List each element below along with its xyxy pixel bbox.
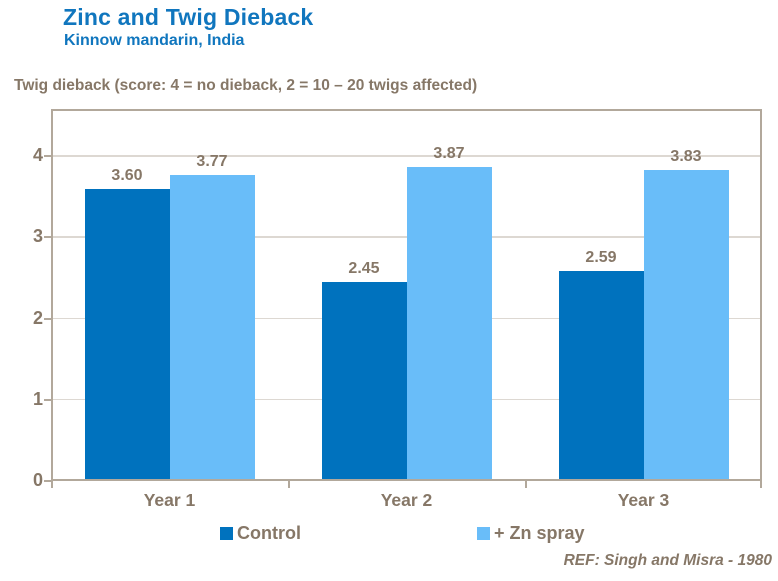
y-tick-mark-2 (44, 317, 51, 320)
reference-note: REF: Singh and Misra - 1980 (563, 552, 772, 569)
x-tick-mark-3 (760, 481, 762, 488)
legend-label-zn-spray: + Zn spray (494, 523, 585, 543)
plot-area: 0 1 2 3 4 3.60 3.77 Year 1 2.45 3.87 Year 2 2.59 3.8… (33, 109, 762, 510)
bar-zn-spray-year-3 (643, 169, 729, 479)
bar-value-control-year-1: 3.60 (111, 166, 143, 184)
bar-control-year-3 (558, 270, 644, 479)
bar-value-zn-spray-year-3: 3.83 (670, 147, 702, 165)
bar-control-year-2 (321, 281, 407, 479)
y-tick-label-0: 0 (32, 470, 43, 490)
bar-zn-spray-year-1 (169, 174, 255, 479)
legend-label-control: Control (237, 523, 301, 543)
chart-subtitle: Kinnow mandarin, India (64, 32, 245, 49)
legend-item-control: Control (220, 523, 301, 544)
x-axis-label-year-2: Year 2 (380, 490, 433, 510)
y-tick-mark-1 (44, 398, 51, 401)
y-tick-label-4: 4 (32, 145, 43, 165)
y-axis-title: Twig dieback (score: 4 = no dieback, 2 =… (14, 77, 478, 94)
bar-value-control-year-3: 2.59 (585, 248, 617, 266)
y-tick-label-1: 1 (32, 388, 43, 409)
x-tick-mark-0 (51, 481, 53, 488)
bar-value-zn-spray-year-1: 3.77 (196, 152, 228, 170)
bar-zn-spray-year-2 (406, 166, 492, 479)
bar-control-year-1 (84, 188, 170, 479)
y-tick-mark-4 (44, 155, 51, 157)
bar-value-zn-spray-year-2: 3.87 (433, 144, 465, 162)
x-tick-mark-2 (525, 481, 527, 488)
bar-value-control-year-2: 2.45 (348, 259, 380, 277)
plot-frame (51, 109, 762, 481)
gridline-4 (53, 155, 760, 157)
y-tick-label-2: 2 (32, 307, 43, 328)
control-legend-swatch-icon (220, 527, 233, 540)
x-axis-label-year-1: Year 1 (143, 490, 196, 510)
zn-spray-legend-swatch-icon (477, 527, 490, 540)
legend-item-zn-spray: + Zn spray (477, 523, 585, 544)
x-axis-label-year-3: Year 3 (617, 490, 670, 510)
chart-title: Zinc and Twig Dieback (63, 4, 314, 30)
y-tick-mark-3 (44, 236, 51, 239)
y-tick-mark-0 (44, 480, 51, 482)
x-tick-mark-1 (288, 481, 290, 488)
y-tick-label-3: 3 (32, 226, 43, 247)
